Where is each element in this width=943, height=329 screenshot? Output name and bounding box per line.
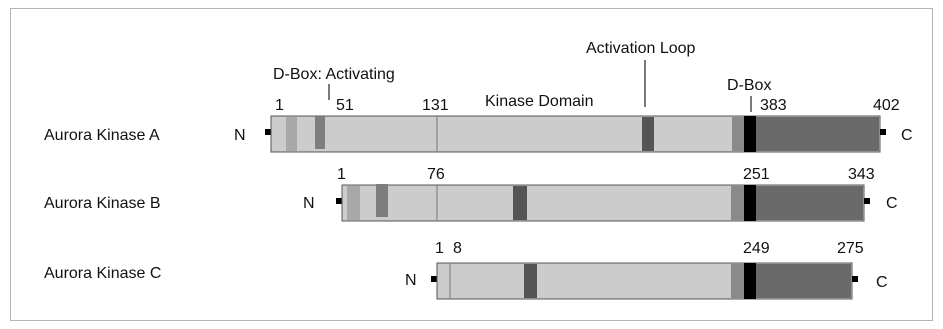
position-label-aurora-a-51: 51: [336, 97, 354, 114]
position-label-aurora-c-1: 1: [435, 240, 444, 257]
protein-row-aurora-a: Aurora Kinase A N C 1 51 131 383 402: [44, 97, 913, 153]
position-label-aurora-b-251: 251: [743, 166, 770, 183]
d-box-motif-aurora-c: [744, 263, 756, 299]
n-terminal-box-1-aurora-b: [347, 186, 360, 220]
n-terminal-marker-aurora-c: [431, 276, 437, 282]
c-terminal-mid-aurora-a: [732, 117, 744, 151]
c-terminal-region-aurora-c: [756, 264, 851, 298]
position-label-aurora-b-76: 76: [427, 166, 445, 183]
position-label-aurora-a-402: 402: [873, 97, 900, 114]
n-terminal-box-1-aurora-a: [286, 117, 297, 151]
d-box-motif-aurora-a: [744, 116, 756, 152]
c-terminal-marker-aurora-a: [880, 129, 886, 135]
activation-loop-motif-aurora-c: [524, 264, 537, 298]
activation-loop-motif-aurora-b: [513, 186, 527, 220]
protein-name-aurora-b: Aurora Kinase B: [44, 195, 161, 212]
d-box-motif-aurora-b: [744, 185, 756, 221]
position-label-aurora-c-249: 249: [743, 240, 770, 257]
protein-row-aurora-c: Aurora Kinase C N C 1 8 249 275: [44, 240, 888, 300]
annotation-d-box: D-Box: [727, 77, 771, 94]
position-label-aurora-c-8: 8: [453, 240, 462, 257]
activation-loop-motif-aurora-a: [642, 117, 654, 151]
n-terminal-label-aurora-a: N: [234, 127, 246, 144]
protein-row-aurora-b: Aurora Kinase B N C 1 76 251 343: [44, 166, 898, 222]
position-label-aurora-b-343: 343: [848, 166, 875, 183]
n-terminal-marker-aurora-a: [265, 129, 271, 135]
annotation-activation-loop: Activation Loop: [586, 40, 696, 57]
protein-name-aurora-c: Aurora Kinase C: [44, 265, 161, 282]
d-box-activating-motif-aurora-a: [315, 116, 325, 149]
c-terminal-label-aurora-c: C: [876, 274, 888, 291]
position-label-aurora-a-1: 1: [275, 97, 284, 114]
c-terminal-label-aurora-a: C: [901, 127, 913, 144]
c-terminal-mid-aurora-b: [731, 186, 744, 220]
position-label-aurora-a-131: 131: [422, 97, 449, 114]
c-terminal-marker-aurora-c: [852, 276, 858, 282]
n-terminal-marker-aurora-b: [336, 198, 342, 204]
c-terminal-marker-aurora-b: [864, 198, 870, 204]
n-terminal-box-2-aurora-b: [376, 184, 388, 217]
position-label-aurora-c-275: 275: [837, 240, 864, 257]
position-label-aurora-a-383: 383: [760, 97, 787, 114]
position-label-aurora-b-1: 1: [337, 166, 346, 183]
c-terminal-region-aurora-b: [756, 186, 863, 220]
c-terminal-region-aurora-a: [756, 117, 879, 151]
c-terminal-mid-aurora-c: [731, 264, 744, 298]
c-terminal-label-aurora-b: C: [886, 195, 898, 212]
annotation-kinase-domain: Kinase Domain: [485, 93, 594, 110]
n-terminal-label-aurora-b: N: [303, 195, 315, 212]
protein-name-aurora-a: Aurora Kinase A: [44, 127, 160, 144]
n-terminal-label-aurora-c: N: [405, 272, 417, 289]
annotation-d-box-activating: D-Box: Activating: [273, 66, 395, 83]
